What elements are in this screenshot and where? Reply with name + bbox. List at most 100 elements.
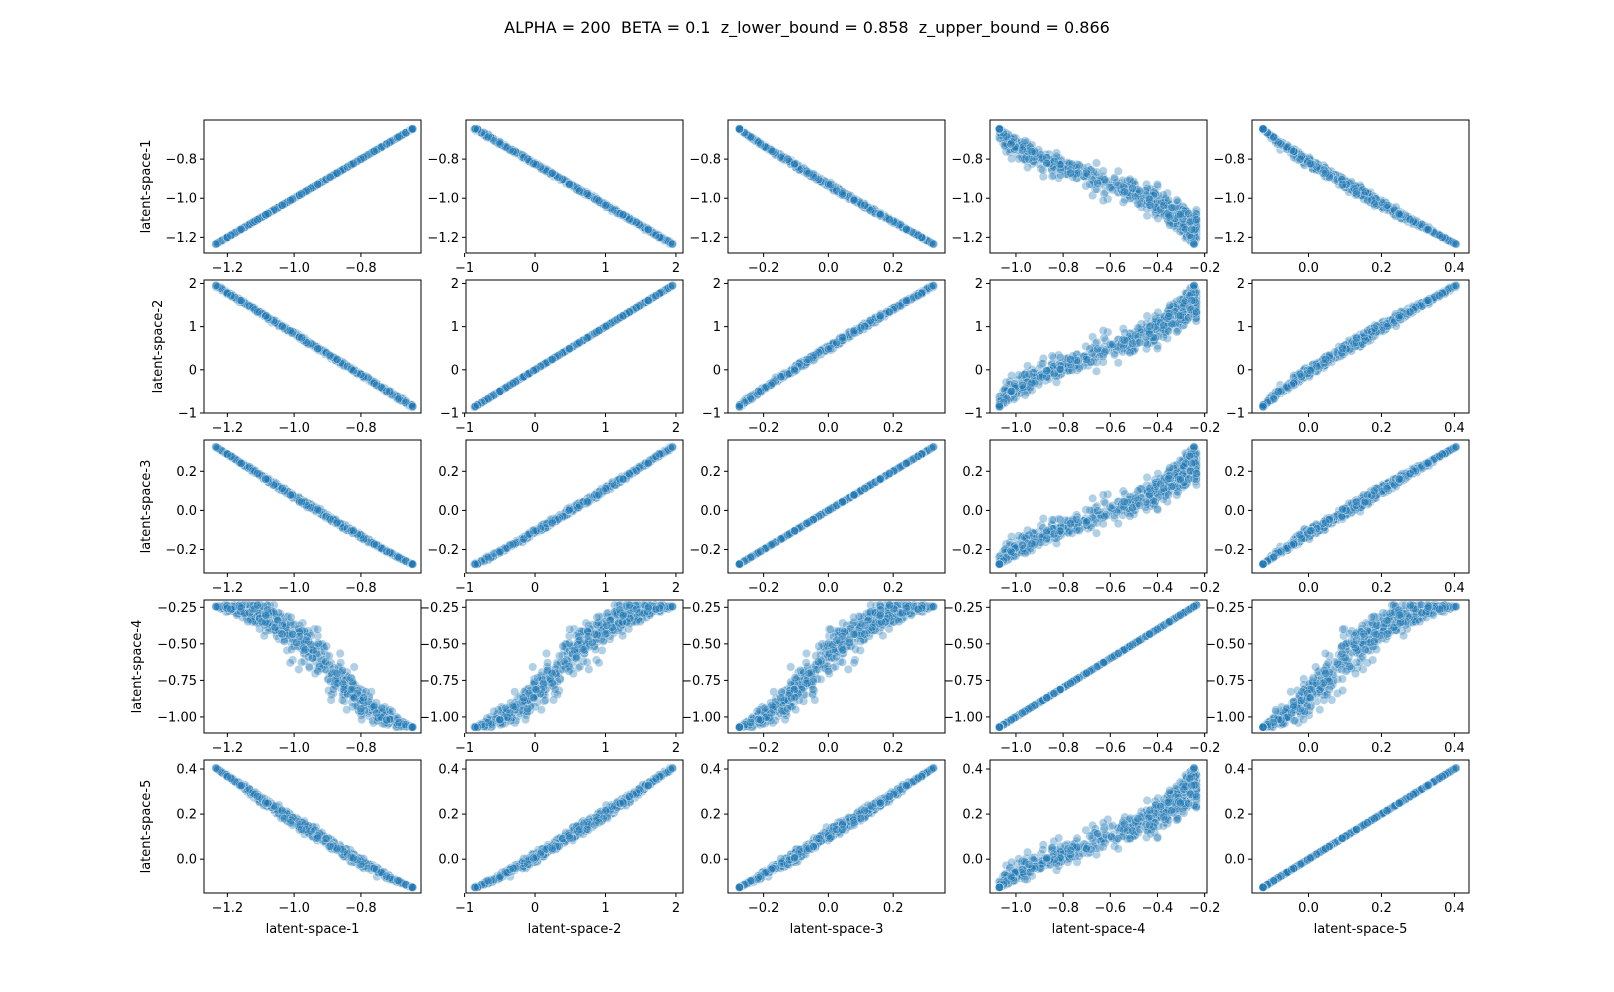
data-point	[1451, 239, 1461, 249]
data-point	[1023, 163, 1033, 172]
x-tick-label: −0.4	[1142, 261, 1174, 276]
x-tick-label: −1.0	[278, 261, 310, 276]
y-tick-label: −0.8	[165, 153, 197, 168]
data-point	[348, 159, 358, 169]
data-point	[1093, 178, 1103, 188]
data-point	[1145, 200, 1155, 210]
data-point	[1042, 159, 1052, 169]
x-tick-label: −0.8	[345, 421, 377, 436]
data-point	[600, 200, 610, 210]
data-point	[277, 200, 287, 210]
data-point	[838, 189, 847, 199]
data-point	[211, 281, 221, 291]
y-tick-label: 2	[189, 277, 197, 292]
scatter-points	[469, 124, 678, 249]
scatter-points	[734, 124, 939, 249]
data-point	[1276, 139, 1286, 149]
data-point	[1382, 200, 1392, 210]
data-point	[236, 224, 246, 234]
data-point	[554, 173, 564, 183]
data-point	[1287, 145, 1297, 155]
data-point	[1295, 154, 1305, 164]
data-point	[1152, 179, 1162, 189]
y-tick-label: −1.0	[689, 192, 721, 207]
data-point	[901, 224, 911, 234]
data-point	[1027, 147, 1037, 157]
data-point	[270, 204, 280, 214]
x-tick-label: 0	[531, 261, 539, 276]
data-point	[1338, 179, 1348, 189]
y-axis-label: latent-space-1	[139, 140, 154, 234]
x-tick-label: 2	[672, 261, 680, 276]
data-point	[269, 205, 278, 215]
data-point	[875, 210, 885, 220]
data-point	[297, 333, 306, 343]
data-point	[1306, 159, 1316, 169]
figure-title: ALPHA = 200 BETA = 0.1 z_lower_bound = 0…	[504, 18, 1110, 37]
data-point	[1074, 160, 1084, 170]
panel-r1-c4: −1.2−1.0−0.8−1.0 −0.8 −0.6 −0.4 −0.2	[951, 119, 1220, 276]
data-point	[624, 215, 634, 225]
x-tick-label: 1	[601, 261, 609, 276]
y-tick-label: −1.0	[165, 192, 197, 207]
data-point	[297, 189, 306, 199]
y-axis-label: latent-space-2	[151, 300, 166, 394]
data-point	[565, 179, 575, 189]
data-point	[1108, 185, 1118, 195]
data-point	[860, 200, 870, 210]
data-point	[1006, 139, 1016, 149]
y-tick-label: −1.0	[1213, 192, 1245, 207]
y-tick-label: −0.8	[427, 153, 459, 168]
data-point	[651, 291, 661, 301]
data-point	[1085, 179, 1095, 189]
data-point	[236, 296, 246, 305]
x-tick-label: −0.6	[1095, 261, 1127, 276]
data-point	[582, 333, 592, 343]
data-point	[1352, 189, 1362, 199]
x-tick-label: 0.2	[883, 261, 904, 276]
data-point	[470, 124, 480, 134]
data-point	[1360, 187, 1370, 197]
data-point	[337, 165, 347, 175]
data-point	[1098, 196, 1108, 206]
data-point	[1119, 187, 1129, 197]
data-point	[1394, 210, 1404, 220]
x-tick-label: −1.0	[278, 421, 310, 436]
data-point	[1055, 170, 1065, 180]
y-tick-label: 0	[189, 363, 197, 378]
data-point	[226, 230, 236, 240]
y-tick-label: −1.0	[951, 192, 983, 207]
data-point	[1172, 195, 1182, 205]
data-point	[1187, 224, 1197, 234]
y-tick-label: −0.8	[951, 153, 983, 168]
data-point	[495, 386, 505, 396]
data-point	[252, 215, 262, 225]
data-point	[310, 181, 320, 191]
data-point	[766, 145, 776, 155]
y-tick-label: −0.8	[689, 153, 721, 168]
data-point	[243, 220, 253, 230]
data-point	[1363, 196, 1372, 206]
data-point	[495, 139, 505, 149]
axes-frame	[203, 119, 422, 254]
data-point	[1189, 239, 1199, 249]
data-point	[372, 380, 381, 390]
data-point	[826, 179, 836, 189]
data-point	[528, 159, 538, 169]
x-tick-label: −0.2	[748, 261, 780, 276]
data-point	[261, 311, 271, 321]
data-point	[387, 136, 397, 146]
data-point	[1017, 145, 1027, 155]
data-point	[1065, 168, 1075, 178]
data-point	[1164, 210, 1174, 220]
data-point	[1405, 215, 1415, 225]
data-point	[505, 145, 515, 155]
x-tick-label: 0.4	[1444, 261, 1465, 276]
data-point	[331, 169, 341, 179]
data-point	[306, 183, 316, 193]
data-point	[285, 196, 295, 206]
